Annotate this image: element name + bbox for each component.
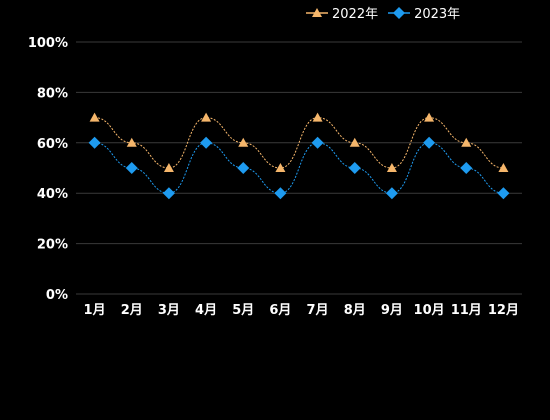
data-point-triangle [498, 163, 509, 172]
triangle-marker-icon [306, 7, 328, 17]
legend-label-2023: 2023年 [414, 7, 461, 22]
legend-item-2023[interactable]: 2023年 [388, 3, 460, 22]
x-tick-label: 10月 [414, 303, 445, 318]
x-tick-label: 1月 [84, 303, 106, 318]
x-tick-label: 2月 [121, 303, 143, 318]
data-point-triangle [424, 112, 435, 122]
y-tick-label: 40% [37, 187, 68, 202]
data-point-triangle [312, 112, 323, 122]
x-tick-label: 11月 [451, 303, 482, 318]
data-point-diamond [497, 187, 510, 200]
data-point-triangle [201, 112, 212, 122]
data-point-diamond [423, 136, 436, 149]
x-tick-label: 8月 [344, 303, 366, 318]
x-tick-label: 9月 [381, 303, 403, 318]
y-tick-label: 0% [46, 288, 68, 303]
x-tick-label: 5月 [232, 303, 254, 318]
data-point-triangle [238, 137, 249, 147]
data-point-diamond [385, 187, 398, 200]
diamond-marker-icon [388, 6, 411, 19]
x-tick-label: 3月 [158, 303, 180, 318]
x-tick-label: 12月 [488, 303, 519, 318]
data-point-triangle [163, 163, 174, 172]
data-point-diamond [460, 162, 473, 174]
data-point-triangle [386, 163, 397, 172]
data-point-diamond [348, 162, 361, 174]
data-point-triangle [275, 163, 286, 172]
data-point-triangle [89, 112, 100, 122]
y-tick-label: 60% [37, 137, 68, 152]
chart-legend: 2022年 2023年 [306, 3, 470, 22]
x-tick-label: 6月 [269, 303, 291, 318]
data-point-diamond [162, 187, 175, 200]
data-point-triangle [349, 137, 360, 147]
data-point-diamond [274, 187, 287, 200]
data-point-diamond [237, 162, 250, 174]
legend-label-2022: 2022年 [332, 7, 379, 22]
x-tick-label: 7月 [307, 303, 329, 318]
data-point-triangle [461, 137, 472, 147]
data-point-diamond [88, 136, 101, 149]
y-tick-label: 20% [37, 238, 68, 253]
series-line-2023 [94, 142, 504, 194]
y-tick-label: 100% [28, 36, 68, 51]
data-point-diamond [311, 136, 324, 149]
data-point-diamond [200, 136, 213, 149]
y-tick-label: 80% [37, 86, 68, 101]
x-tick-label: 4月 [195, 303, 217, 318]
data-point-diamond [125, 162, 138, 174]
data-point-triangle [126, 137, 137, 147]
legend-item-2022[interactable]: 2022年 [306, 3, 378, 22]
